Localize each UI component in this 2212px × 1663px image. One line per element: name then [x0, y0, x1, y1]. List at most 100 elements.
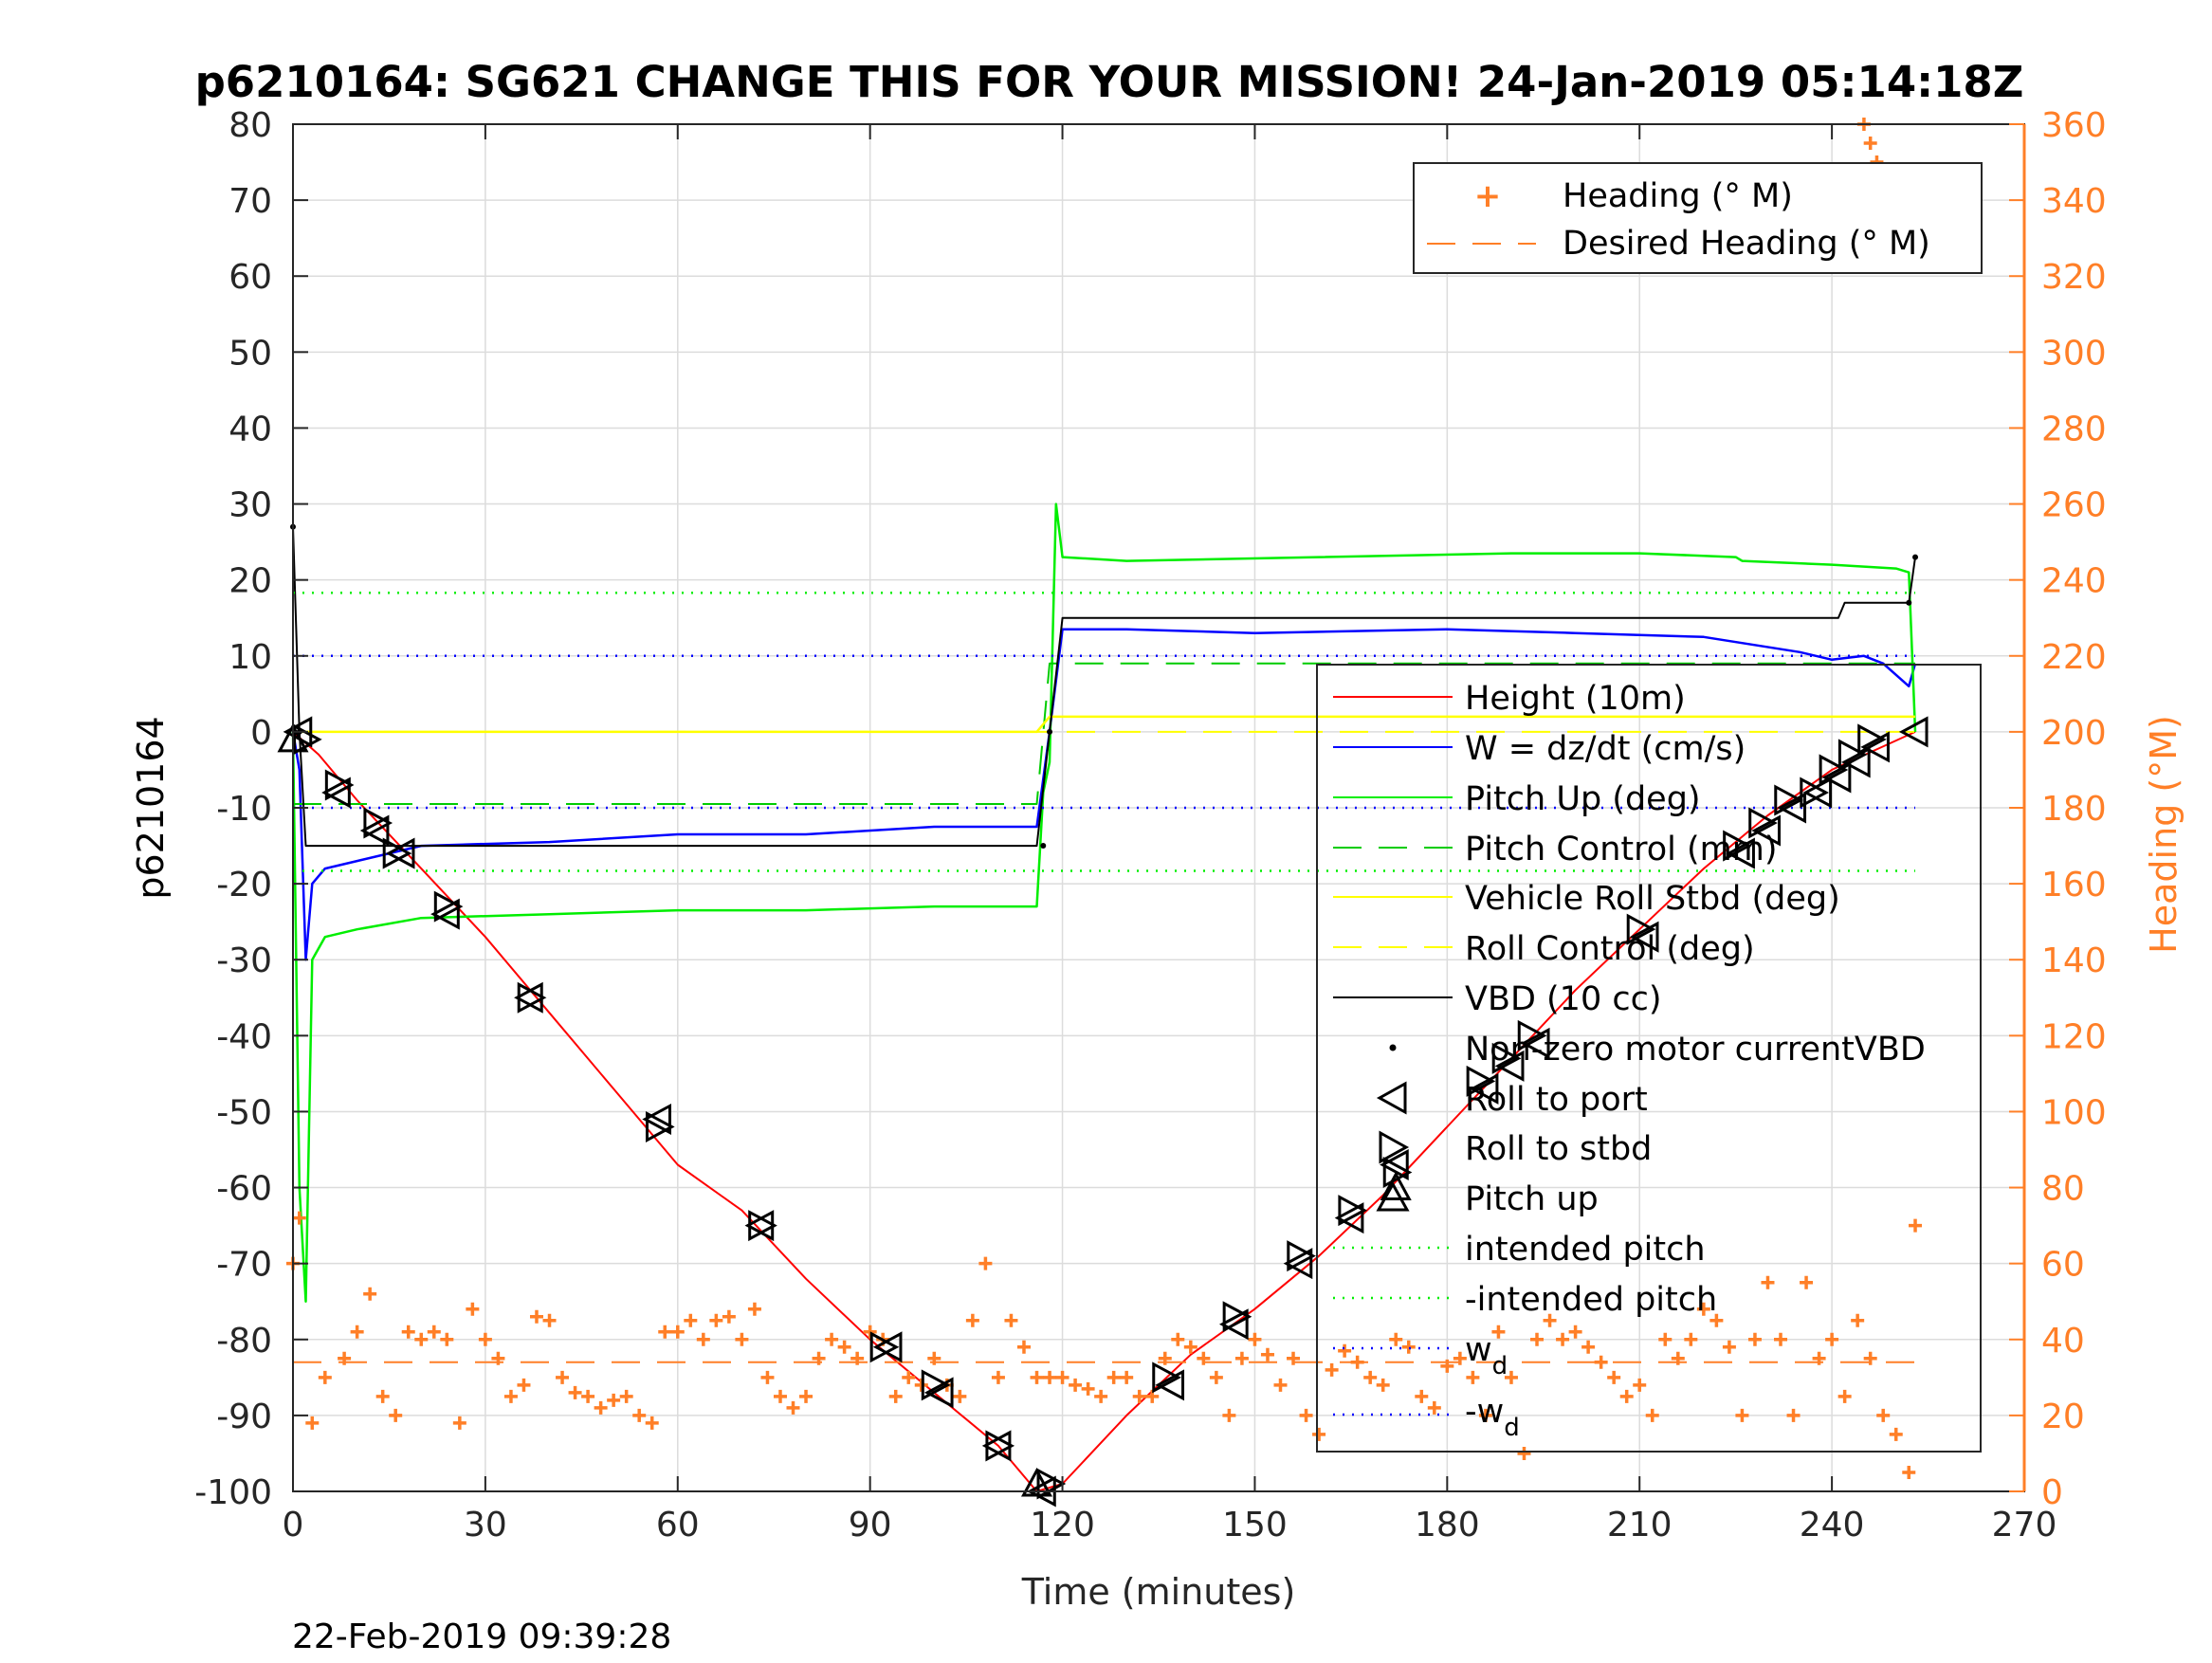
- y-left-tick-label: -90: [216, 1398, 272, 1436]
- heading-point: [1607, 1370, 1621, 1384]
- y-left-tick-label: 10: [229, 638, 272, 677]
- heading-point: [1837, 1389, 1852, 1403]
- y-right-tick-label: 20: [2041, 1398, 2085, 1436]
- heading-point: [1299, 1408, 1313, 1422]
- roll-to-port-marker: [359, 814, 390, 847]
- y-left-tick-label: -20: [216, 866, 272, 905]
- heading-point: [375, 1389, 390, 1403]
- heading-point: [978, 1256, 993, 1270]
- heading-point: [645, 1416, 659, 1430]
- roll-to-stbd-marker: [1723, 830, 1752, 862]
- heading-point: [427, 1325, 441, 1339]
- heading-point: [1504, 1370, 1518, 1384]
- legend-entry-0: Height (10m): [1465, 680, 1686, 718]
- x-tick-label: 180: [1415, 1506, 1480, 1544]
- y-right-tick-label: 60: [2041, 1246, 2085, 1285]
- heading-point: [1401, 1340, 1416, 1354]
- heading-point: [837, 1340, 851, 1354]
- heading-point: [1427, 1400, 1441, 1415]
- roll-to-stbd-marker: [517, 981, 547, 1014]
- x-axis-ticks: 0 30 60 90 120 150 180 210 240 270: [283, 124, 2057, 1544]
- roll-to-port-marker: [430, 898, 460, 930]
- heading-point: [1209, 1370, 1223, 1384]
- pitch-up-marker: [1020, 1467, 1053, 1497]
- heading-point: [1909, 1218, 1923, 1233]
- y-left-tick-label: 70: [229, 182, 272, 221]
- heading-point: [1030, 1370, 1044, 1384]
- y-left-axis-label: p6210164: [130, 716, 172, 899]
- roll-to-stbd-marker: [1819, 754, 1849, 786]
- heading-point: [1851, 1313, 1865, 1327]
- heading-point: [607, 1393, 621, 1407]
- y-left-tick-label: -50: [216, 1093, 272, 1132]
- heading-point: [338, 1351, 352, 1365]
- footer-date: 22-Feb-2019 09:39:28: [292, 1617, 671, 1656]
- heading-point: [1043, 1370, 1057, 1384]
- x-tick-label: 60: [656, 1506, 700, 1544]
- roll-to-port-marker: [321, 777, 351, 809]
- legend-entry-12: -intended pitch: [1465, 1281, 1717, 1319]
- heading-point: [350, 1325, 364, 1339]
- heading-point: [1800, 1275, 1814, 1289]
- legend-entry-13: wd: [1465, 1331, 1508, 1380]
- heading-point: [1004, 1313, 1018, 1327]
- roll-to-stbd-marker: [1800, 777, 1829, 809]
- y-right-tick-label: 140: [2041, 941, 2107, 980]
- legend-entry-8: Roll to port: [1465, 1081, 1648, 1119]
- roll-to-port-marker: [872, 1331, 903, 1363]
- heading-point: [1478, 1408, 1492, 1422]
- roll-to-stbd-marker: [1857, 723, 1887, 756]
- roll-to-stbd-marker: [363, 807, 393, 839]
- heading-point: [965, 1313, 979, 1327]
- legend-entry-6: VBD (10 cc): [1465, 980, 1662, 1018]
- heading-point: [1120, 1370, 1134, 1384]
- roll-to-port-marker: [1469, 1072, 1499, 1105]
- heading-point: [1312, 1427, 1326, 1441]
- heading-point: [632, 1408, 647, 1422]
- legend-swatch-roll-to-stbd: [1379, 1130, 1410, 1164]
- legend-entry-7: Non-zero motor currentVBD: [1465, 1031, 1926, 1069]
- heading-point: [292, 1211, 306, 1225]
- heading-point: [1774, 1332, 1788, 1346]
- roll-to-stbd-marker: [433, 890, 464, 923]
- heading-point: [1530, 1332, 1545, 1346]
- heading-point: [927, 1351, 941, 1365]
- heading-point: [1594, 1355, 1608, 1369]
- heading-point: [1747, 1332, 1762, 1346]
- legend-entry-9: Roll to stbd: [1465, 1130, 1652, 1168]
- y-right-tick-label: 240: [2041, 562, 2107, 601]
- heading-point: [1761, 1275, 1775, 1289]
- roll-to-stbd-marker: [1491, 1042, 1522, 1074]
- legend-entry-1: W = dz/dt (cm/s): [1465, 730, 1746, 768]
- legend-entry-2: Pitch Up (deg): [1465, 780, 1701, 818]
- roll-to-stbd-marker: [1287, 1240, 1316, 1272]
- heading-point: [1876, 1408, 1891, 1422]
- y-right-tick-label: 360: [2041, 106, 2107, 145]
- series-height-10m: [292, 730, 1916, 1492]
- heading-point: [305, 1416, 320, 1430]
- legend-entry-14: -wd: [1465, 1393, 1520, 1442]
- roll-to-stbd-marker: [1774, 784, 1803, 816]
- heading-point: [1466, 1370, 1480, 1384]
- heading-point: [1863, 137, 1877, 151]
- roll-to-port-marker: [1520, 1027, 1550, 1059]
- roll-to-port-marker: [1777, 792, 1807, 824]
- heading-point: [1094, 1389, 1108, 1403]
- heading-point: [1158, 1351, 1172, 1365]
- motor-current-marker: [1047, 728, 1053, 735]
- heading-point: [850, 1351, 865, 1365]
- heading-point: [1197, 1351, 1211, 1365]
- legend-heading: + Heading (° M) Desired Heading (° M): [1413, 162, 1983, 274]
- series-pitch-control-mm: [293, 662, 1915, 805]
- heading-point: [696, 1332, 710, 1346]
- heading-point: [1645, 1408, 1659, 1422]
- heading-point: [1350, 1355, 1364, 1369]
- roll-to-stbd-marker: [382, 837, 412, 869]
- heading-point: [1543, 1313, 1557, 1327]
- legend-swatch-pitch-up: [1376, 1180, 1410, 1212]
- roll-to-port-marker: [1821, 761, 1852, 794]
- heading-point: [594, 1400, 608, 1415]
- roll-to-port-marker: [1380, 1149, 1409, 1181]
- heading-point: [1491, 1325, 1506, 1339]
- heading-point: [1889, 1427, 1903, 1441]
